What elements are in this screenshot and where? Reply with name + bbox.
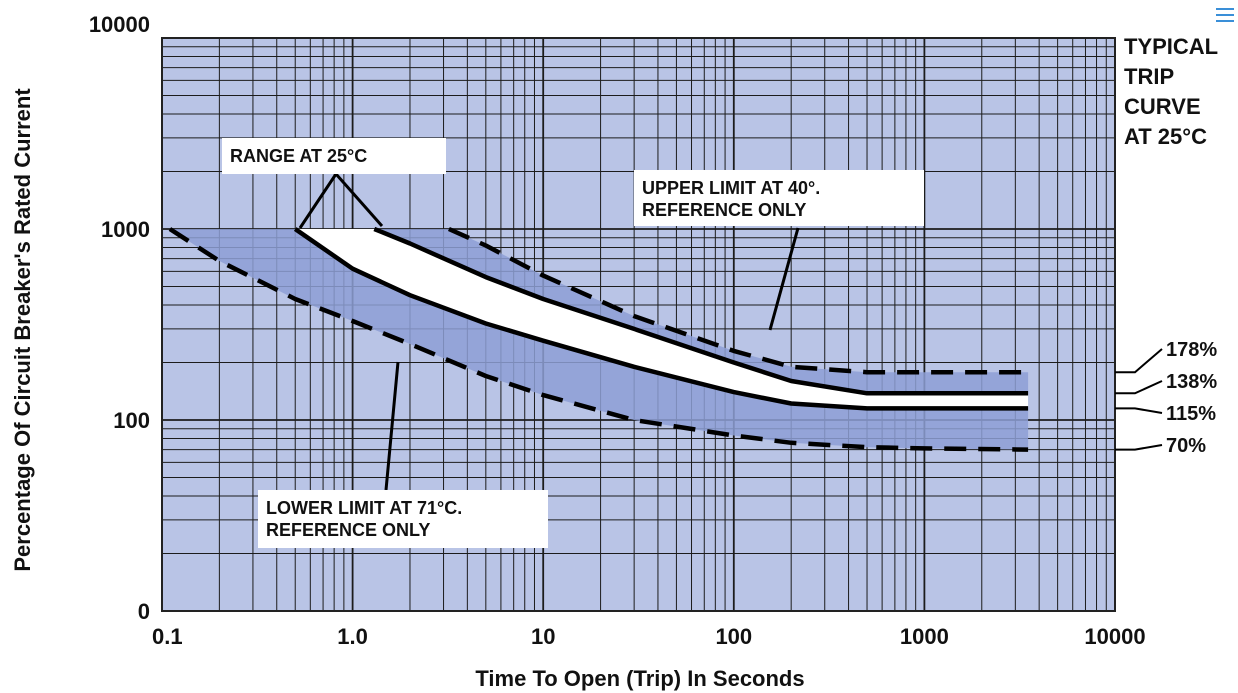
chart-title-line: CURVE bbox=[1124, 94, 1201, 119]
y-tick-label: 0 bbox=[138, 599, 150, 624]
annotation-pointer bbox=[298, 173, 338, 229]
percent-label: 70% bbox=[1166, 435, 1206, 457]
annotation-text: LOWER LIMIT AT 71°C. bbox=[266, 498, 462, 518]
y-axis-title: Percentage Of Circuit Breaker's Rated Cu… bbox=[10, 88, 35, 572]
series-line bbox=[293, 227, 1029, 411]
annotation-text: RANGE AT 25°C bbox=[230, 146, 367, 166]
chart-title-line: TRIP bbox=[1124, 64, 1174, 89]
annotation-pointer bbox=[334, 173, 384, 227]
leader-line bbox=[1115, 380, 1163, 395]
right-percent-labels: 178% 138% 115% 70% bbox=[1115, 339, 1217, 457]
leader-line bbox=[1115, 407, 1163, 414]
series-line bbox=[168, 227, 1029, 452]
leader-line bbox=[1115, 444, 1163, 451]
percent-label: 138% bbox=[1166, 371, 1217, 393]
x-tick-labels: 0.1 1.0 10 100 1000 10000 bbox=[152, 624, 1146, 649]
annotation-pointer bbox=[768, 227, 800, 331]
leader-line bbox=[1115, 348, 1163, 374]
series-lines bbox=[168, 226, 1029, 452]
plot-border bbox=[161, 37, 1116, 612]
x-tick-label: 10 bbox=[531, 624, 555, 649]
x-tick-label: 1.0 bbox=[337, 624, 368, 649]
chart-title-line: AT 25°C bbox=[1124, 124, 1207, 149]
annotation-box bbox=[258, 490, 548, 548]
chart-title-line: TYPICAL bbox=[1124, 34, 1218, 59]
annotation-text: REFERENCE ONLY bbox=[266, 520, 430, 540]
annotation-box bbox=[222, 138, 446, 174]
series-line bbox=[447, 226, 1029, 375]
x-tick-label: 10000 bbox=[1084, 624, 1145, 649]
percent-label: 115% bbox=[1166, 403, 1216, 425]
y-tick-label: 10000 bbox=[89, 12, 150, 37]
y-tick-labels: 0 100 1000 10000 bbox=[89, 12, 150, 624]
x-tick-label: 0.1 bbox=[152, 624, 183, 649]
annotation-box bbox=[634, 170, 924, 226]
y-tick-label: 1000 bbox=[101, 217, 150, 242]
x-tick-label: 100 bbox=[715, 624, 752, 649]
annotation-text: UPPER LIMIT AT 40°. bbox=[642, 178, 820, 198]
series-line bbox=[373, 226, 1029, 396]
y-tick-label: 100 bbox=[113, 408, 150, 433]
x-axis-title: Time To Open (Trip) In Seconds bbox=[475, 666, 804, 691]
annotation-pointer bbox=[384, 361, 400, 491]
percent-label: 178% bbox=[1166, 339, 1217, 361]
chart-title: TYPICAL TRIP CURVE AT 25°C bbox=[1124, 34, 1218, 149]
x-tick-label: 1000 bbox=[900, 624, 949, 649]
menu-icon[interactable] bbox=[1216, 8, 1234, 24]
annotation-text: REFERENCE ONLY bbox=[642, 200, 806, 220]
